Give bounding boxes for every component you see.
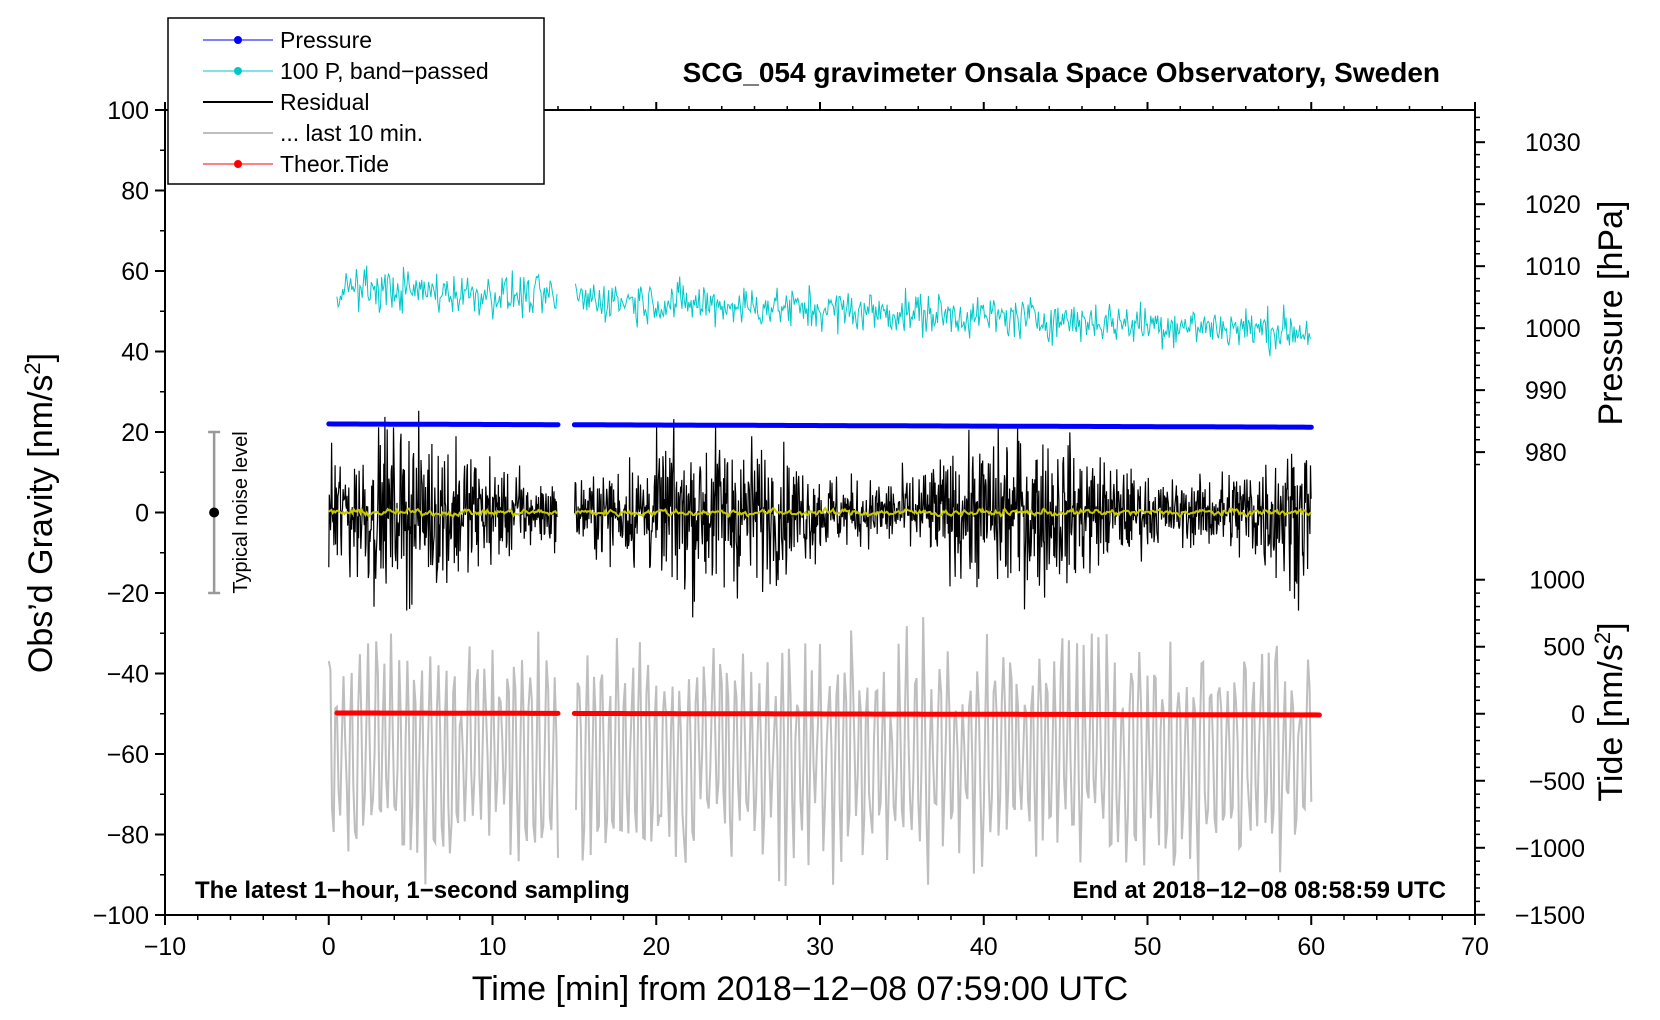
pressure-tick-label: 990 (1525, 377, 1567, 405)
x-tick-label: 10 (479, 933, 507, 961)
pressure-tick-label: 980 (1525, 439, 1567, 467)
legend-label: Residual (280, 89, 370, 115)
chart-title: SCG_054 gravimeter Onsala Space Observat… (683, 57, 1440, 88)
legend-label: Pressure (280, 27, 372, 53)
y-tick-label: 20 (121, 419, 149, 447)
series-last-10-min-line (327, 617, 1313, 886)
y-tick-label: −20 (107, 580, 149, 608)
x-axis-title: Time [min] from 2018−12−08 07:59:00 UTC (472, 970, 1128, 1008)
y-axis-title-tide-text: Tide [nm/s (1592, 644, 1630, 801)
legend: Pressure 100 P, band−passed Residual ... la… (167, 17, 545, 185)
x-tick-label: 20 (642, 933, 670, 961)
x-tick-label: 70 (1461, 933, 1489, 961)
legend-label: Theor.Tide (280, 151, 389, 177)
legend-label: ... last 10 min. (280, 120, 423, 146)
series-pressure-line (326, 421, 1314, 430)
annotation-sampling: The latest 1−hour, 1−second sampling (195, 877, 630, 904)
x-tick-label: 60 (1297, 933, 1325, 961)
series-smoothed-residual-line (328, 506, 1312, 519)
x-tick-label: −10 (144, 933, 186, 961)
pressure-tick-label: 1020 (1525, 191, 1581, 219)
tide-tick-label: 1000 (1529, 567, 1585, 595)
y-tick-label: 0 (135, 500, 149, 528)
annotation-end-time: End at 2018−12−08 08:58:59 UTC (1072, 877, 1446, 904)
y-axis-title-left-sup: 2 (20, 362, 45, 374)
legend-swatch-marker (234, 67, 242, 75)
pressure-tick-label: 1010 (1525, 253, 1581, 281)
y-axis-title-pressure: Pressure [hPa] (1592, 201, 1630, 426)
noise-bar-label: Typical noise level (230, 431, 252, 593)
legend-label: 100 P, band−passed (280, 58, 489, 84)
y-axis-title-tide-close: ] (1592, 622, 1630, 631)
tide-tick-label: −500 (1529, 768, 1585, 796)
tide-tick-label: −1500 (1515, 902, 1585, 930)
text-layer: −10 0 10 20 30 40 50 60 70−100−80−60−40−20020406… (20, 57, 1630, 1008)
x-tick-label: 30 (806, 933, 834, 961)
y-tick-label: −100 (93, 902, 149, 930)
y-axis-title-tide: Tide [nm/s2] (1590, 622, 1630, 801)
legend-swatch-marker (234, 160, 242, 168)
noise-bar-center-dot (209, 507, 220, 518)
tide-tick-label: 0 (1571, 701, 1585, 729)
y-axis-title-tide-sup: 2 (1590, 632, 1615, 644)
y-tick-label: 80 (121, 178, 149, 206)
tide-tick-label: 500 (1543, 634, 1585, 662)
y-axis-title-left-text: Obs’d Gravity [nm/s (22, 375, 60, 674)
pressure-tick-label: 1030 (1525, 129, 1581, 157)
tide-tick-label: −1000 (1515, 835, 1585, 863)
y-axis-title-left: Obs’d Gravity [nm/s2] (20, 353, 60, 673)
x-tick-label: 0 (322, 933, 336, 961)
x-tick-label: 50 (1134, 933, 1162, 961)
y-tick-label: 60 (121, 258, 149, 286)
series-band-passed-pressure-line (336, 265, 1312, 357)
series-layer (326, 265, 1322, 886)
frame-layer (155, 102, 1485, 925)
y-tick-label: 100 (107, 97, 149, 125)
y-tick-label: −80 (107, 822, 149, 850)
pressure-tick-label: 1000 (1525, 315, 1581, 343)
y-axis-title-left-close: ] (22, 353, 60, 362)
y-tick-label: 40 (121, 339, 149, 367)
y-tick-label: −60 (107, 741, 149, 769)
y-tick-label: −40 (107, 661, 149, 689)
legend-swatch-marker (234, 36, 242, 44)
series-theor-tide-line (334, 710, 1322, 718)
x-tick-label: 40 (970, 933, 998, 961)
